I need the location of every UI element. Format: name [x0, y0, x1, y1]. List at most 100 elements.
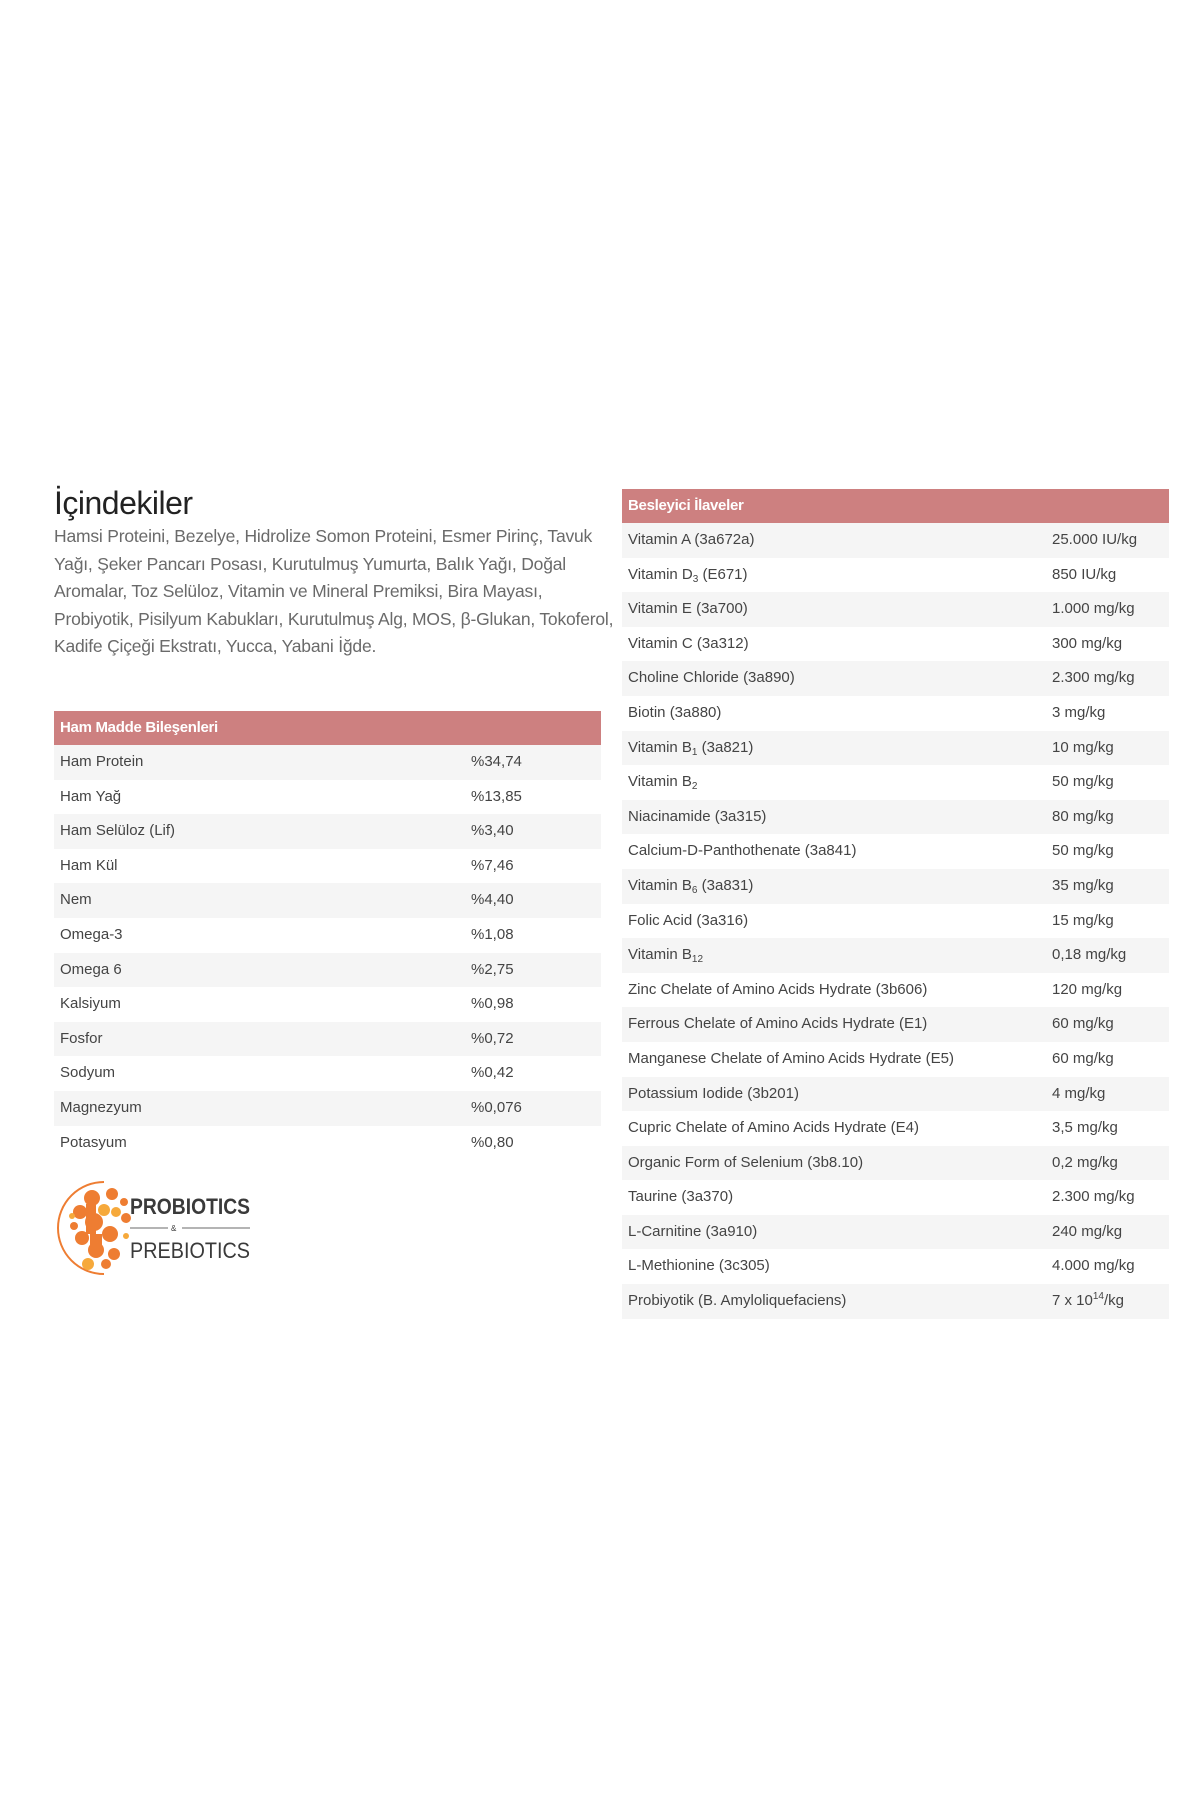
- row-label: Cupric Chelate of Amino Acids Hydrate (E…: [628, 1111, 919, 1146]
- row-label-text: Potassium Iodide (3b201): [628, 1084, 799, 1102]
- row-label-text: Manganese Chelate of Amino Acids Hydrate…: [628, 1049, 955, 1067]
- row-value: %0,98: [471, 987, 514, 1022]
- row-value: 4.000 mg/kg: [1052, 1249, 1135, 1284]
- row-value-text: 50 mg/kg: [1052, 773, 1114, 791]
- row-label-text: Vitamin B: [628, 773, 692, 791]
- row-label-text: Biotin (3a880): [628, 703, 722, 721]
- row-label-text: Zinc Chelate of Amino Acids Hydrate (3b6…: [628, 980, 928, 998]
- row-label: Vitamin D3 (E671): [628, 558, 748, 593]
- row-label: Vitamin B12: [628, 938, 703, 973]
- row-label-text: L-Carnitine (3a910): [628, 1222, 758, 1240]
- table-row: Cupric Chelate of Amino Acids Hydrate (E…: [622, 1111, 1169, 1146]
- page-title: İçindekiler: [54, 485, 193, 521]
- table-row: Ham Protein %34,74: [54, 745, 601, 780]
- row-label-text: Omega 6: [60, 960, 122, 978]
- row-label: Choline Chloride (3a890): [628, 661, 795, 696]
- row-label: Organic Form of Selenium (3b8.10): [628, 1146, 863, 1181]
- row-label-text: Ham Kül: [60, 856, 118, 874]
- row-label-subscript: 6: [691, 884, 698, 896]
- row-label-suffix: (3a821): [697, 738, 754, 756]
- row-value-text: 3 mg/kg: [1052, 703, 1106, 721]
- row-value: 0,2 mg/kg: [1052, 1146, 1118, 1181]
- nutritional-additives-table: Besleyici İlaveler Vitamin A (3a672a) 25.…: [622, 489, 1169, 1319]
- row-value: 15 mg/kg: [1052, 904, 1114, 939]
- row-value: 2.300 mg/kg: [1052, 661, 1135, 696]
- row-label-text: L-Methionine (3c305): [628, 1257, 770, 1275]
- row-label: Kalsiyum: [60, 987, 121, 1022]
- row-value-text: %34,74: [471, 753, 522, 770]
- row-label-suffix: (E671): [698, 565, 748, 583]
- row-label-text: Taurine (3a370): [628, 1188, 734, 1206]
- raw-materials-table: Ham Madde Bileşenleri Ham Protein %34,74 H…: [54, 711, 601, 1160]
- row-label-text: Probiyotik (B. Amyloliquefaciens): [628, 1292, 847, 1310]
- logo-amp: &: [171, 1224, 177, 1233]
- row-value-text: 0,2 mg/kg: [1052, 1153, 1118, 1171]
- row-value: 240 mg/kg: [1052, 1215, 1122, 1250]
- row-value: 1.000 mg/kg: [1052, 592, 1135, 627]
- row-value: 120 mg/kg: [1052, 973, 1122, 1008]
- row-value: 2.300 mg/kg: [1052, 1180, 1135, 1215]
- table-row: Sodyum %0,42: [54, 1056, 601, 1091]
- row-label: Fosfor: [60, 1022, 103, 1057]
- row-value-text: %1,08: [471, 925, 514, 943]
- row-value: 35 mg/kg: [1052, 869, 1114, 904]
- row-value-text: %0,80: [471, 1133, 514, 1151]
- table-row: Calcium-D-Panthothenate (3a841) 50 mg/kg: [622, 834, 1169, 869]
- table-row: Ham Yağ %13,85: [54, 780, 601, 815]
- row-label: Omega-3: [60, 918, 123, 953]
- table-row: Ferrous Chelate of Amino Acids Hydrate (…: [622, 1007, 1169, 1042]
- row-label: Vitamin C (3a312): [628, 627, 749, 662]
- table-row: L-Methionine (3c305) 4.000 mg/kg: [622, 1249, 1169, 1284]
- raw-materials-header: Ham Madde Bileşenleri: [54, 711, 601, 745]
- row-label-text: Folic Acid (3a316): [628, 911, 749, 929]
- table-row: Nem %4,40: [54, 883, 601, 918]
- row-value: %4,40: [471, 883, 514, 918]
- row-label-text: Vitamin B: [628, 946, 692, 964]
- table-row: Folic Acid (3a316) 15 mg/kg: [622, 904, 1169, 939]
- row-value-text: 80 mg/kg: [1052, 807, 1114, 825]
- row-value-text: %0,72: [471, 1029, 514, 1047]
- row-value: %0,72: [471, 1022, 514, 1057]
- probiotics-prebiotics-logo: PROBIOTICS & PREBIOTICS: [54, 1178, 254, 1278]
- table-row: Vitamin A (3a672a) 25.000 IU/kg: [622, 523, 1169, 558]
- ingredients-text: Hamsi Proteini, Bezelye, Hidrolize Somon…: [54, 526, 614, 656]
- row-label-text: Magnezyum: [60, 1098, 142, 1116]
- row-value: 50 mg/kg: [1052, 834, 1114, 869]
- row-value-text: 240 mg/kg: [1052, 1222, 1123, 1240]
- table-row: Niacinamide (3a315) 80 mg/kg: [622, 799, 1169, 835]
- row-value: %0,80: [471, 1126, 514, 1161]
- row-label-text: Ham Selüloz (Lif): [60, 822, 176, 840]
- row-label: Ham Selüloz (Lif): [60, 814, 175, 849]
- logo-mark-icon: PROBIOTICS & PREBIOTICS: [57, 1181, 250, 1275]
- row-label: Biotin (3a880): [628, 696, 721, 731]
- row-value-text: %7,46: [471, 856, 514, 874]
- row-value-text: %2,75: [471, 960, 514, 978]
- table-row: Vitamin B12 0,18 mg/kg: [622, 938, 1169, 973]
- row-value-text: 300 mg/kg: [1052, 634, 1123, 652]
- row-label: L-Carnitine (3a910): [628, 1215, 757, 1250]
- table-row: Potassium Iodide (3b201) 4 mg/kg: [622, 1076, 1169, 1112]
- row-value: 0,18 mg/kg: [1052, 938, 1126, 973]
- row-label: Ham Yağ: [60, 780, 121, 815]
- row-value-text: %4,40: [471, 891, 514, 909]
- row-value: %13,85: [471, 780, 522, 815]
- row-label: Vitamin E (3a700): [628, 592, 748, 627]
- row-value-text: %13,85: [471, 787, 522, 805]
- row-label-subscript: 2: [691, 781, 698, 793]
- row-label-text: Sodyum: [60, 1064, 116, 1082]
- row-label-text: Ham Yağ: [60, 787, 122, 805]
- row-value-text: 120 mg/kg: [1052, 980, 1123, 998]
- row-label: Nem: [60, 883, 92, 918]
- row-value-text: 4 mg/kg: [1052, 1084, 1106, 1102]
- row-value-text: 15 mg/kg: [1052, 911, 1114, 929]
- row-label-text: Cupric Chelate of Amino Acids Hydrate (E…: [628, 1119, 919, 1137]
- row-label: Magnezyum: [60, 1091, 142, 1126]
- row-label: Potasyum: [60, 1126, 127, 1161]
- row-label-suffix: (3a831): [697, 876, 754, 894]
- row-label: Calcium-D-Panthothenate (3a841): [628, 834, 856, 869]
- row-label: Vitamin B1 (3a821): [628, 731, 753, 766]
- table-row: Organic Form of Selenium (3b8.10) 0,2 mg/…: [622, 1145, 1169, 1181]
- row-value: %1,08: [471, 918, 514, 953]
- table-row: Magnezyum %0,076: [54, 1090, 601, 1126]
- table-row: Probiyotik (B. Amyloliquefaciens) 7 x 101…: [622, 1284, 1169, 1319]
